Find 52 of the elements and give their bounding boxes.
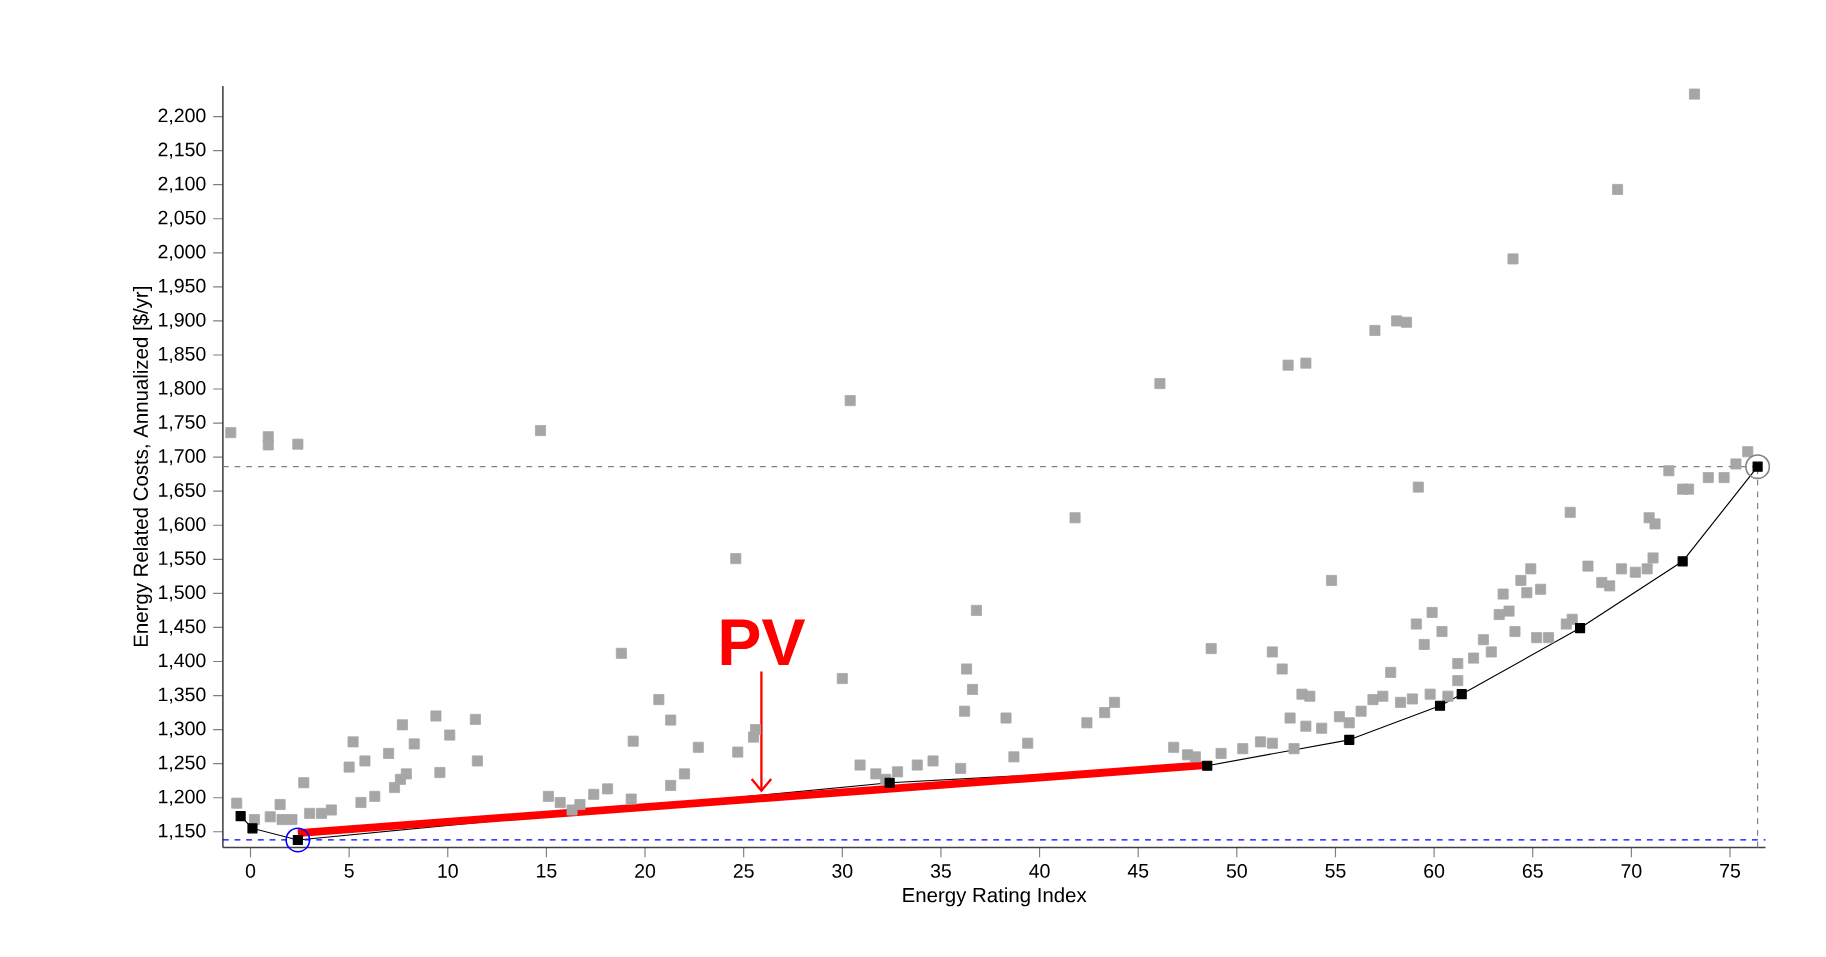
x-tick-label: 60 [1424,864,1445,878]
x-tick-label: 30 [832,864,853,878]
y-tick-label: 1,600 [159,517,206,534]
x-tick-label: 15 [537,864,557,878]
x-tick-label: 20 [635,864,656,878]
y-tick-label: 1,500 [159,585,206,602]
x-tick-label: 55 [1325,864,1346,878]
y-tick-label: 1,650 [159,483,206,500]
point [247,823,258,834]
x-tick-label: 40 [1029,864,1050,878]
y-tick-label: 1,750 [159,415,206,432]
y-tick-label: 1,250 [159,755,206,772]
point [1344,734,1355,745]
y-tick-label: 1,150 [159,823,206,840]
x-tick-label: 0 [245,864,256,878]
point [285,827,311,853]
y-axis-title: Energy Related Costs, Annualized [$/yr] [132,287,153,647]
y-tick-label: 1,700 [159,449,206,466]
point [1202,760,1213,771]
x-tick-label: 5 [344,864,354,878]
x-tick-label: 10 [438,864,458,878]
y-tick-label: 1,900 [159,312,206,330]
point [1456,689,1467,700]
x-tick-label: 25 [733,864,754,878]
y-tick-label: 1,200 [159,789,206,806]
y-tick-label: 2,100 [158,176,206,193]
y-tick-label: 2,050 [158,210,206,227]
x-tick-label: 70 [1621,864,1642,878]
point [1677,556,1688,567]
y-tick-label: 2,150 [158,142,206,159]
y-tick-label: 1,400 [159,653,206,670]
y-tick-label: 1,350 [159,687,206,704]
point [235,811,246,822]
x-tick-label: 65 [1522,864,1543,878]
point [1745,454,1771,480]
y-tick-label: 2,000 [158,244,206,261]
point [1574,623,1586,634]
annotation: PV [721,619,806,666]
y-tick-label: 1,950 [159,278,206,295]
y-tick-label: 1,450 [159,619,206,636]
x-tick-label: 45 [1127,864,1149,878]
x-tick-label: 35 [930,864,951,878]
y-tick-label: 1,300 [159,721,206,738]
y-tick-label: 1,850 [159,347,206,364]
y-tick-label: 2,200 [158,108,206,125]
y-tick-label: 1,550 [159,551,206,568]
x-tick-label: 50 [1226,864,1247,878]
x-tick-label: 75 [1720,864,1740,878]
y-tick-label: 1,800 [159,381,206,398]
point [884,777,895,788]
x-axis-title: Energy Rating Index [903,887,1087,907]
point [1434,700,1446,711]
